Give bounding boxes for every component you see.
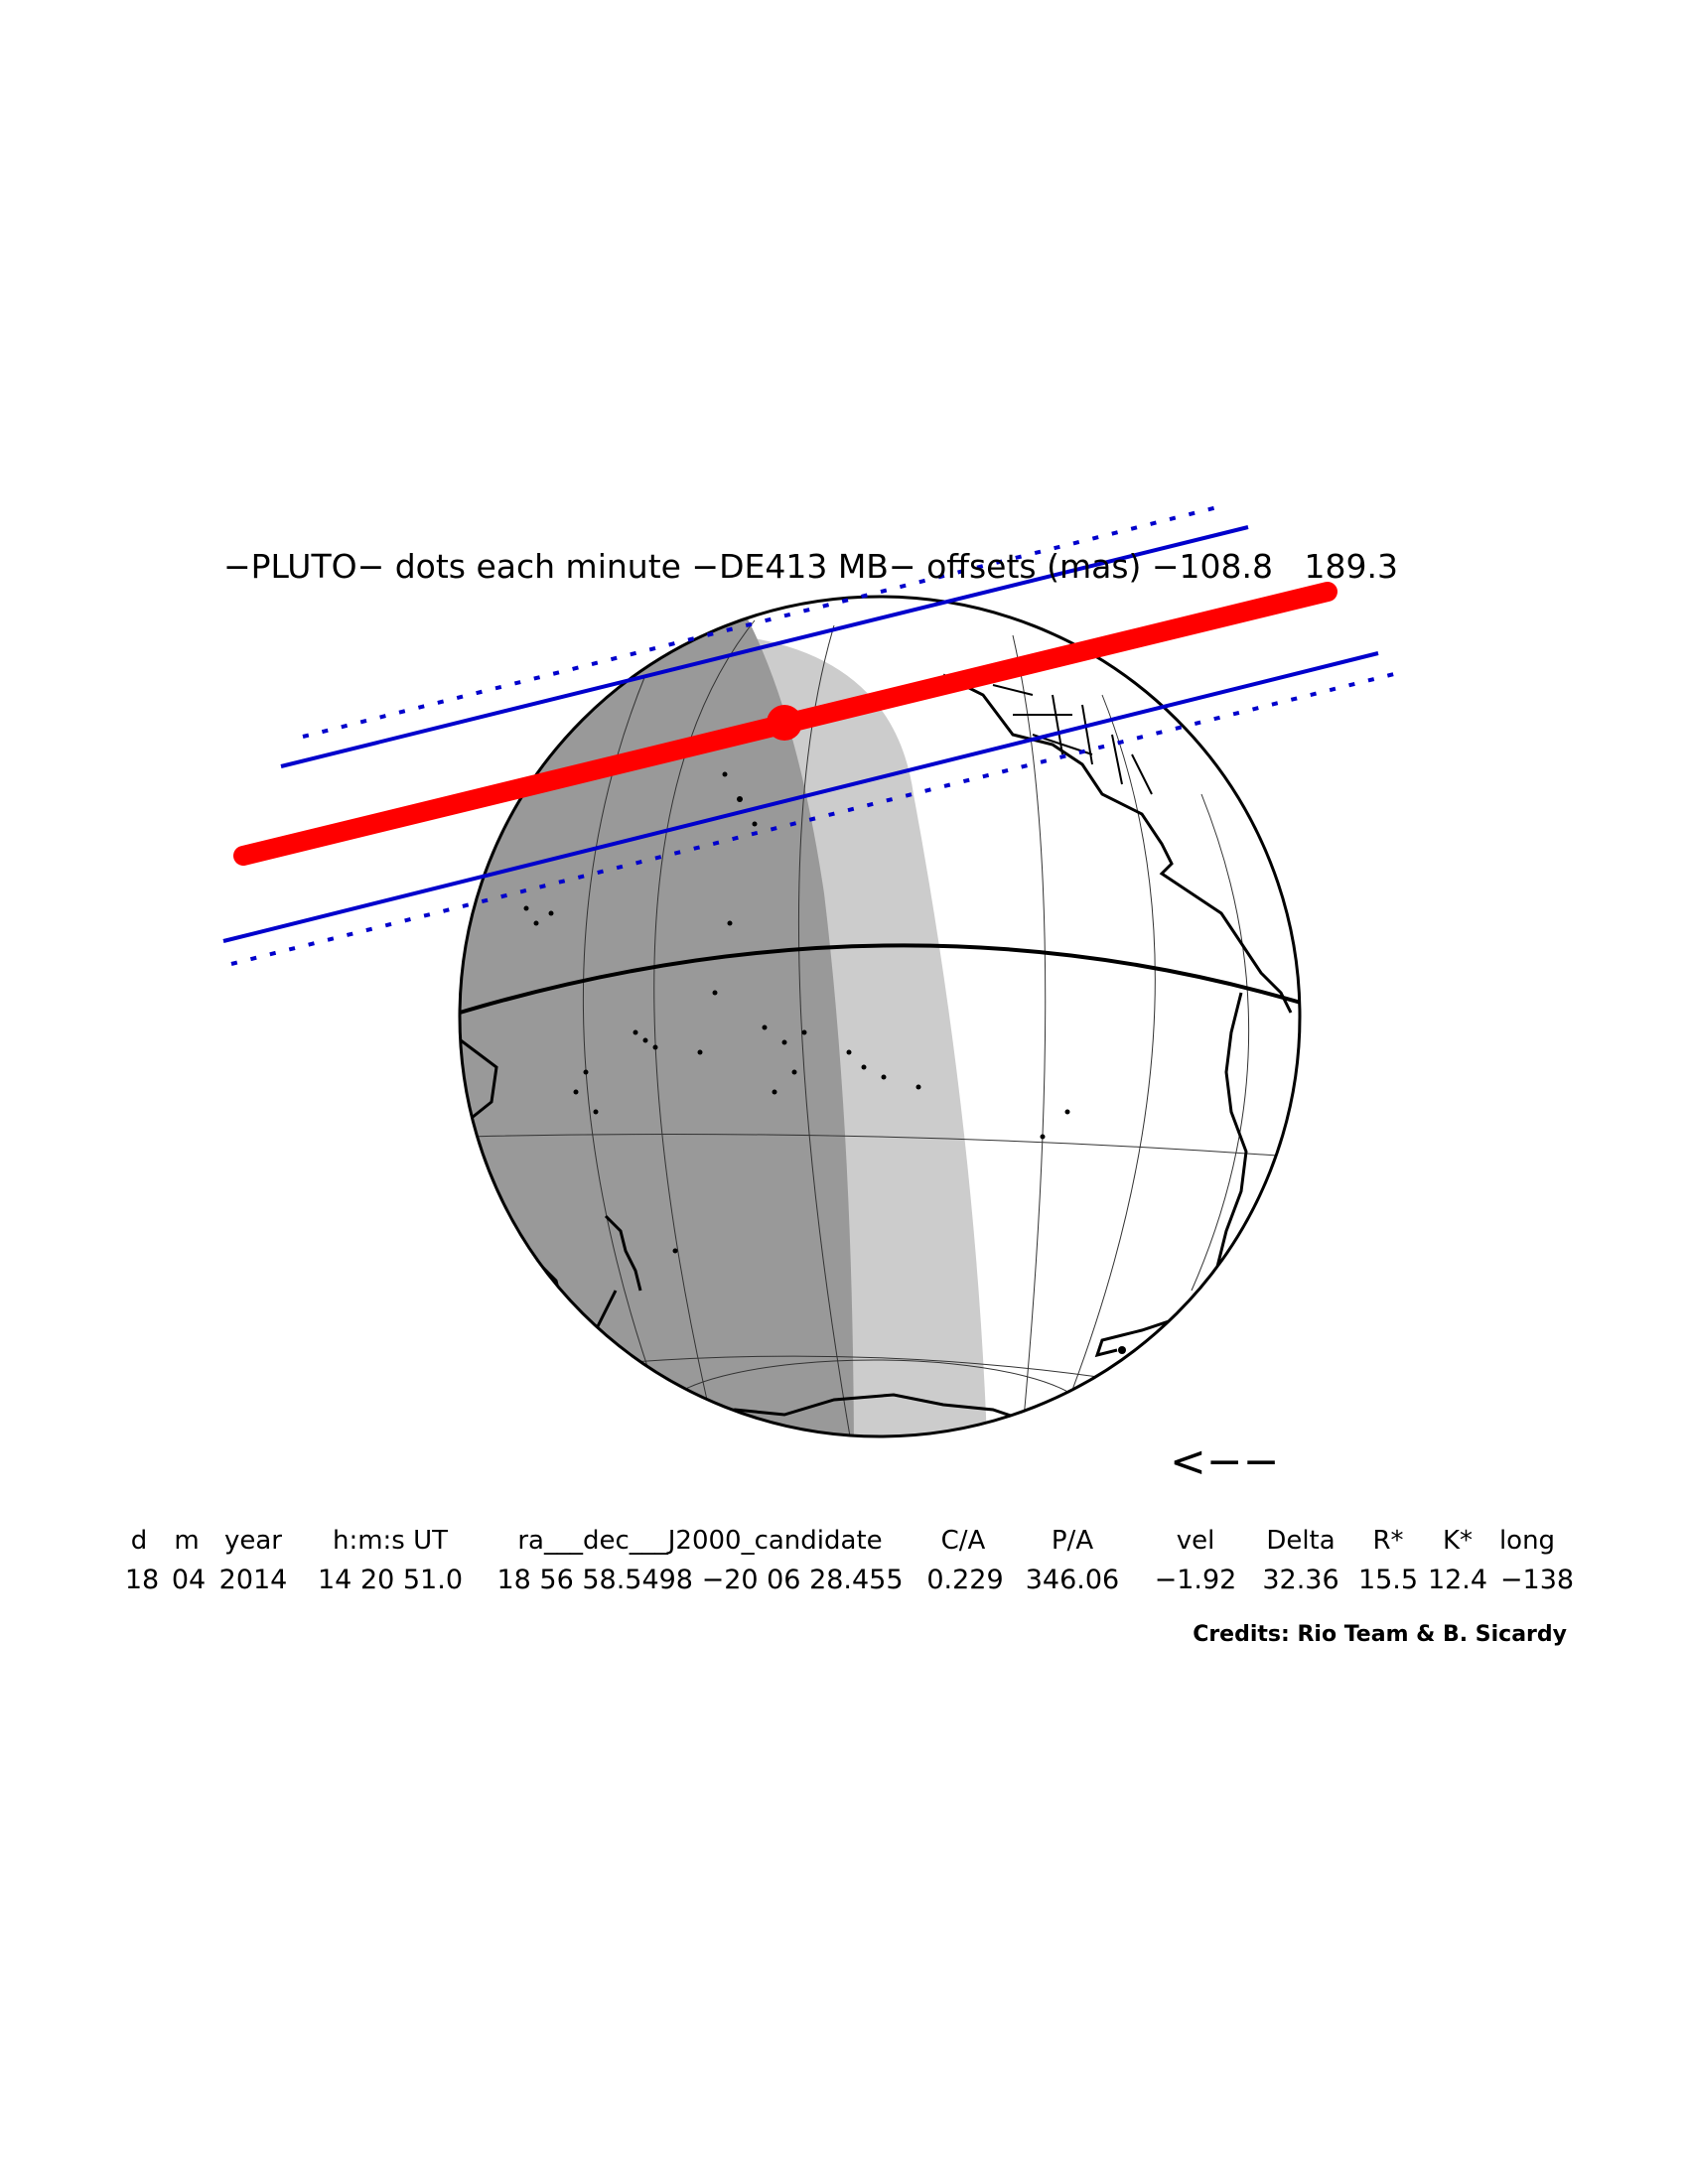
value-r-star: 15.5 (1358, 1565, 1418, 1595)
header-hms-ut: h:m:s UT (333, 1526, 448, 1556)
value-d: 18 (125, 1565, 159, 1595)
value-long: −138 (1500, 1565, 1574, 1595)
north-limit-line (280, 525, 1249, 768)
value-hms-ut: 14 20 51.0 (318, 1565, 463, 1595)
header-delta: Delta (1266, 1526, 1335, 1556)
value-k-star: 12.4 (1428, 1565, 1487, 1595)
header-pa: P/A (1052, 1526, 1093, 1556)
value-ra-dec: 18 56 58.5498 −20 06 28.455 (496, 1565, 903, 1595)
header-vel: vel (1177, 1526, 1215, 1556)
globe (458, 595, 1302, 1438)
chart-title: −PLUTO− dots each minute −DE413 MB− offs… (223, 547, 1398, 586)
value-pa: 346.06 (1026, 1565, 1119, 1595)
header-ra-dec: ra___dec___J2000_candidate (517, 1526, 882, 1556)
header-long: long (1499, 1526, 1555, 1556)
header-m: m (174, 1526, 199, 1556)
value-year: 2014 (219, 1565, 288, 1595)
credits: Credits: Rio Team & B. Sicardy (1193, 1622, 1567, 1647)
island-dots (523, 771, 1126, 1354)
value-vel: −1.92 (1155, 1565, 1237, 1595)
value-delta: 32.36 (1262, 1565, 1338, 1595)
north-america-grid (992, 684, 1153, 795)
equator-line (460, 943, 1300, 1015)
header-r-star: R* (1372, 1526, 1403, 1556)
header-k-star: K* (1443, 1526, 1473, 1556)
direction-arrow: <−− (1170, 1436, 1280, 1487)
ephemeris-table: d m year h:m:s UT ra___dec___J2000_candi… (125, 1526, 1574, 1595)
value-m: 04 (172, 1565, 206, 1595)
globe-outline (458, 595, 1302, 1438)
header-ca: C/A (941, 1526, 986, 1556)
center-marker (767, 705, 802, 741)
south-limit-line (222, 651, 1379, 943)
south-limit-dotted (230, 670, 1403, 966)
header-year: year (224, 1526, 282, 1556)
shadow-path (222, 504, 1403, 966)
value-ca: 0.229 (926, 1565, 1003, 1595)
header-d: d (131, 1526, 148, 1556)
